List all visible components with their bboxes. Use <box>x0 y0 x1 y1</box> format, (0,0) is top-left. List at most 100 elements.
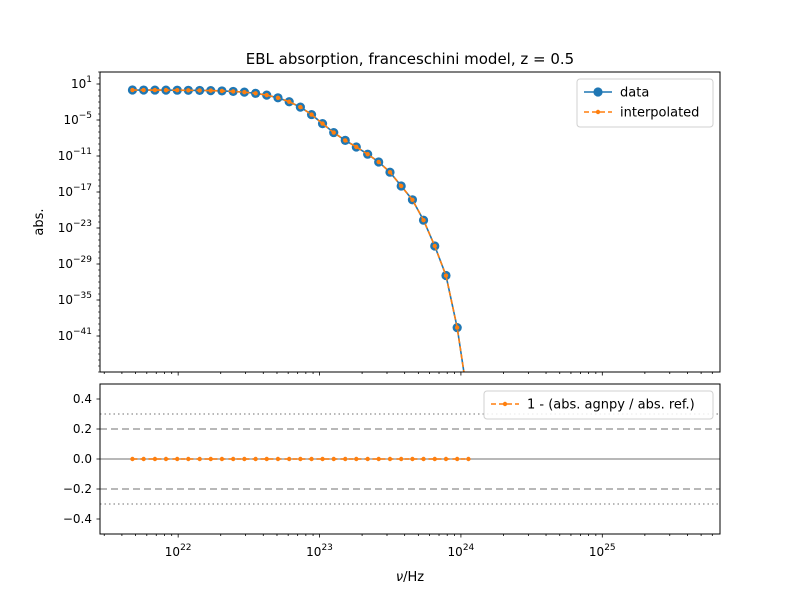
top-chart-title: EBL absorption, franceschini model, z = … <box>246 50 574 68</box>
interpolated-point-marker <box>197 88 202 93</box>
interpolated-point-marker <box>208 88 213 93</box>
y-tick-label: 10−29 <box>58 255 93 271</box>
legend-label: 1 - (abs. agnpy / abs. ref.) <box>527 398 695 413</box>
ratio-point-marker <box>219 456 225 462</box>
ratio-point-marker <box>141 456 146 462</box>
interpolated-point-marker <box>264 92 269 98</box>
bottom-x-ticks: 1022 1023 1024 1025 <box>103 534 713 559</box>
bottom-chart-guides <box>100 413 720 505</box>
ratio-point-marker <box>387 456 393 462</box>
interpolated-point-marker <box>421 217 426 223</box>
interpolated-point-marker <box>454 325 460 330</box>
top-chart-series <box>127 85 465 372</box>
y-tick-label: 10−17 <box>58 183 92 199</box>
y-tick-label: 10−23 <box>58 219 92 235</box>
ratio-point-marker <box>398 456 404 462</box>
ratio-point-marker <box>343 456 348 462</box>
y-tick-label: −0.2 <box>63 482 92 496</box>
interpolated-point-marker <box>309 112 314 117</box>
interpolated-point-marker <box>242 89 247 95</box>
ratio-point-marker <box>443 456 449 462</box>
interpolated-point-marker <box>398 183 404 189</box>
interpolated-point-marker <box>443 273 449 278</box>
y-tick-label: 10−35 <box>58 291 92 307</box>
interpolated-point-marker <box>298 104 303 110</box>
interpolated-point-marker <box>219 88 225 94</box>
ratio-point-marker <box>286 456 292 462</box>
legend-swatch-marker <box>593 87 603 97</box>
bottom-x-axis-label: ν/Hz <box>396 570 424 585</box>
interpolated-point-marker <box>163 87 169 93</box>
interpolated-point-marker <box>286 99 292 104</box>
top-x-ticks <box>103 372 713 376</box>
interpolated-point-marker <box>376 159 381 165</box>
interpolated-point-marker <box>432 243 437 249</box>
interpolated-point-marker <box>175 87 180 93</box>
ratio-point-marker <box>309 456 314 462</box>
bottom-y-ticks: 0.4 0.2 0.0 −0.2 −0.4 <box>63 392 100 526</box>
top-legend: data interpolated <box>576 78 714 128</box>
ratio-point-marker <box>376 456 381 462</box>
ratio-point-marker <box>264 456 269 462</box>
interpolated-point-marker <box>230 89 236 94</box>
interpolated-point-marker <box>365 151 370 157</box>
ratio-point-marker <box>253 456 258 462</box>
ratio-point-marker <box>275 456 281 462</box>
ratio-point-marker <box>175 456 180 462</box>
top-y-ticks: 101 10−5 10−11 10−17 10−23 10−29 10−35 10−41 <box>58 71 100 373</box>
ratio-point-marker <box>298 456 303 462</box>
legend-box <box>576 78 714 128</box>
ratio-point-marker <box>186 456 191 462</box>
ratio-point-marker <box>230 456 236 462</box>
bottom-x-axis-unit: /Hz <box>403 570 424 585</box>
interpolated-point-marker <box>320 121 325 126</box>
ratio-point-marker <box>432 456 437 462</box>
x-tick-label: 1023 <box>306 543 333 559</box>
legend-label: data <box>620 86 649 101</box>
ratio-point-marker <box>320 456 325 462</box>
interpolated-point-marker <box>275 95 281 101</box>
top-y-axis-label: abs. <box>32 208 47 235</box>
legend-swatch-marker <box>595 109 601 115</box>
ratio-point-marker <box>354 456 359 462</box>
interpolated-point-marker <box>410 197 415 203</box>
y-tick-label: 0.4 <box>73 392 92 406</box>
x-tick-label: 1025 <box>589 543 616 559</box>
y-tick-label: 10−41 <box>58 327 92 343</box>
legend-label: interpolated <box>620 106 699 121</box>
ratio-point-marker <box>197 456 202 462</box>
y-tick-label: 101 <box>71 75 92 91</box>
interpolated-point-marker <box>343 138 348 143</box>
ratio-point-marker <box>331 456 336 462</box>
bottom-legend: 1 - (abs. agnpy / abs. ref.) <box>483 390 714 420</box>
y-tick-label: 0.0 <box>73 452 92 466</box>
x-tick-label: 1024 <box>448 543 475 559</box>
interpolated-point-marker <box>152 87 158 93</box>
ratio-point-marker <box>421 456 426 462</box>
ratio-point-marker <box>454 456 460 462</box>
y-tick-label: 0.2 <box>73 422 92 436</box>
interpolated-point-marker <box>141 87 146 93</box>
ratio-point-marker <box>163 456 169 462</box>
interpolated-point-marker <box>130 87 135 93</box>
legend-swatch-marker <box>502 401 508 407</box>
ratio-point-marker <box>410 456 415 462</box>
interpolated-point-marker <box>331 130 336 135</box>
y-tick-label: 10−5 <box>63 111 92 127</box>
legend-box <box>483 390 714 420</box>
interpolated-point-marker <box>387 169 393 175</box>
ratio-point-marker <box>208 456 213 462</box>
ratio-point-marker <box>365 456 370 462</box>
ratio-point-marker <box>130 456 135 462</box>
y-tick-label: 10−11 <box>58 147 92 163</box>
x-tick-label: 1022 <box>165 543 192 559</box>
bottom-chart-series <box>130 456 471 462</box>
ratio-point-marker <box>152 456 158 462</box>
ratio-point-marker <box>242 456 247 462</box>
interpolated-point-marker <box>354 144 359 150</box>
y-tick-label: −0.4 <box>63 512 92 526</box>
interpolated-point-marker <box>253 91 258 96</box>
interpolated-point-marker <box>186 88 191 93</box>
ratio-point-marker <box>466 456 471 462</box>
